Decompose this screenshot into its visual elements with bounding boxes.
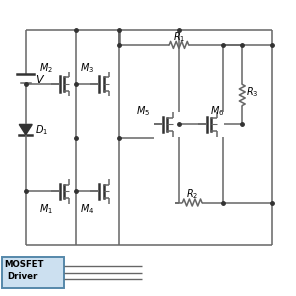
Text: $M_2$: $M_2$ bbox=[39, 61, 53, 75]
Text: $V$: $V$ bbox=[35, 73, 45, 85]
Text: $M_4$: $M_4$ bbox=[80, 202, 95, 216]
Text: $M_1$: $M_1$ bbox=[39, 202, 53, 216]
Text: $R_2$: $R_2$ bbox=[186, 187, 199, 201]
Text: $M_3$: $M_3$ bbox=[80, 61, 94, 75]
Text: $D_1$: $D_1$ bbox=[35, 123, 48, 137]
Text: $R_1$: $R_1$ bbox=[173, 30, 185, 44]
Text: MOSFET: MOSFET bbox=[4, 260, 44, 269]
Text: $R_3$: $R_3$ bbox=[246, 85, 258, 99]
Text: $M_6$: $M_6$ bbox=[210, 104, 224, 118]
Polygon shape bbox=[19, 124, 32, 135]
FancyBboxPatch shape bbox=[2, 257, 64, 288]
Text: $M_5$: $M_5$ bbox=[136, 104, 150, 118]
Text: Driver: Driver bbox=[7, 272, 38, 281]
